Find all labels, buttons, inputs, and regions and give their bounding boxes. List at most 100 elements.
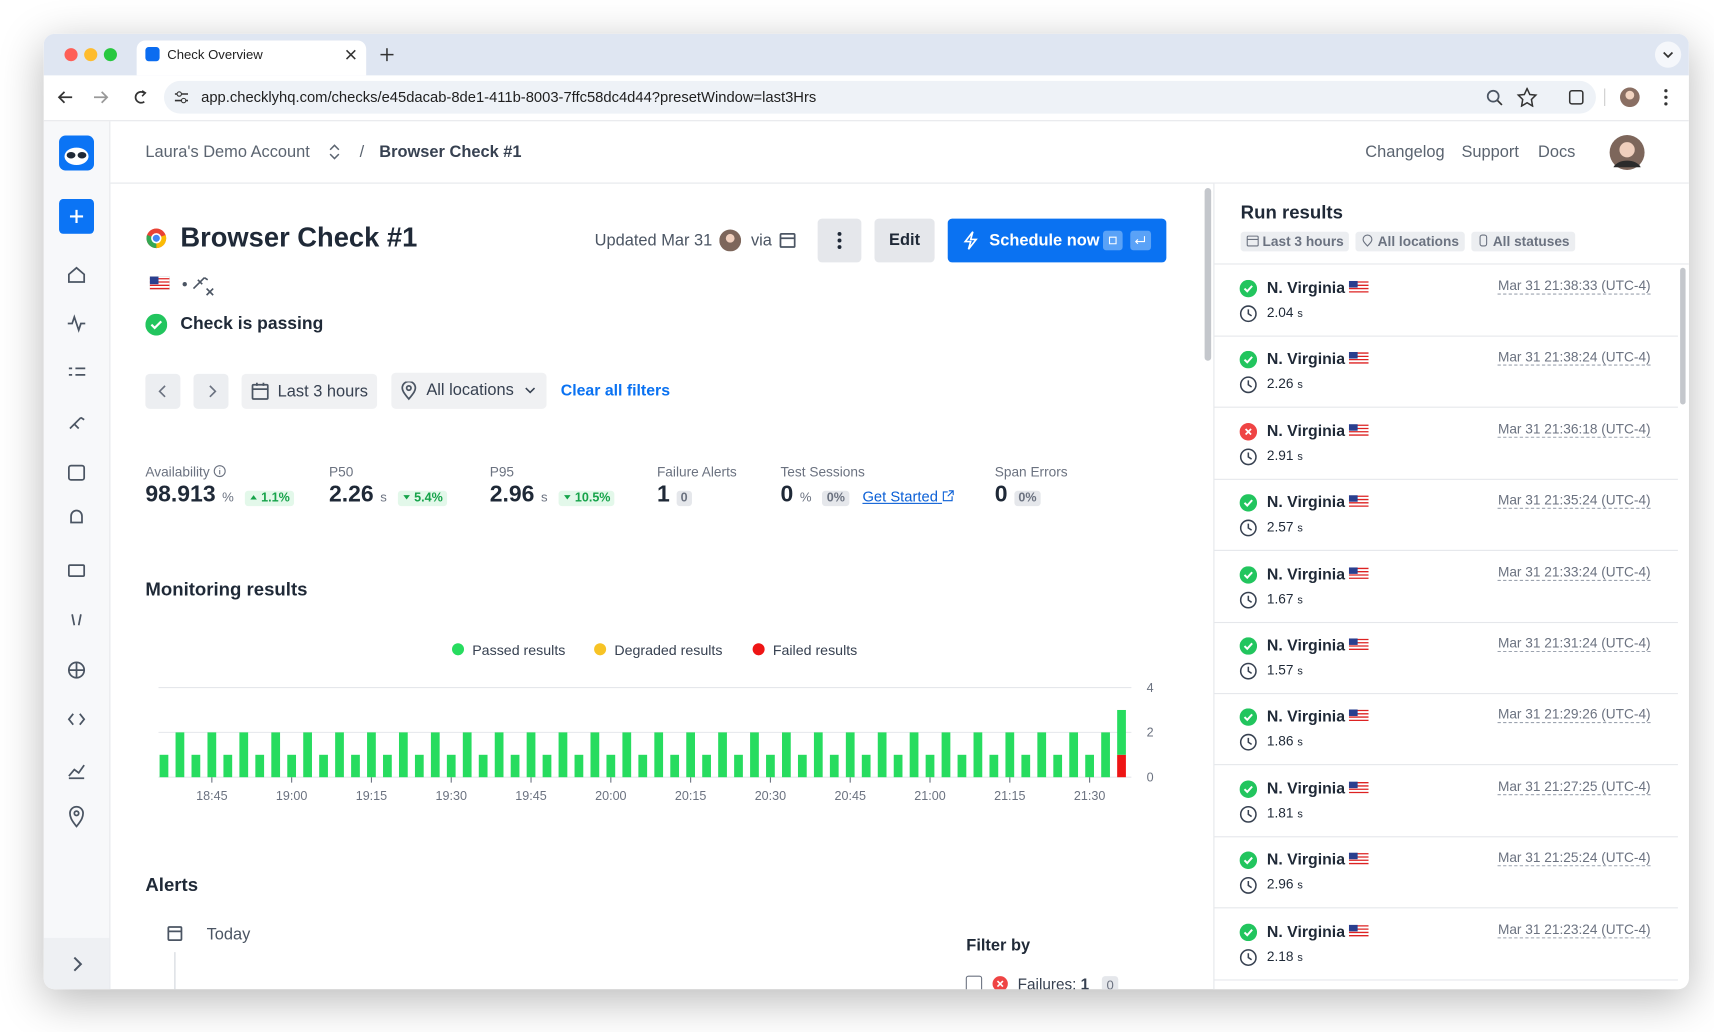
info-icon[interactable] <box>213 465 227 478</box>
locations-row <box>149 276 214 296</box>
run-row[interactable] <box>1214 693 1678 766</box>
run-duration-value: 2.18 <box>1266 948 1294 964</box>
bar <box>1053 754 1063 778</box>
run-duration: 2.18 s <box>1267 948 1303 963</box>
url-bar[interactable] <box>163 80 1596 114</box>
metric-delta: 10.5% <box>558 490 615 507</box>
metric-delta-text: 1.1% <box>261 491 290 506</box>
metric-link-text[interactable]: Get Started <box>862 488 938 506</box>
run-time[interactable]: Mar 31 21:31:24 (UTC-4) <box>1497 635 1651 653</box>
clock-icon <box>1239 519 1257 537</box>
run-time[interactable]: Mar 31 21:35:24 (UTC-4) <box>1497 492 1651 510</box>
run-time[interactable]: Mar 31 21:25:24 (UTC-4) <box>1497 850 1651 867</box>
metric-delta: 1.1% <box>244 490 295 507</box>
tab[interactable] <box>136 40 367 76</box>
shape <box>1239 923 1258 941</box>
run-time[interactable]: Mar 31 21:33:24 (UTC-4) <box>1497 564 1651 581</box>
clear-filters[interactable]: Clear all filters <box>560 382 671 401</box>
breadcrumb-separator: / <box>359 142 365 162</box>
sidebar-icons[interactable] <box>66 262 90 830</box>
run-row[interactable] <box>1214 408 1678 480</box>
shape <box>1239 877 1257 895</box>
metric-delta-text: 5.4% <box>414 491 443 506</box>
status-icon <box>145 313 168 336</box>
locations-filter[interactable] <box>391 372 547 409</box>
bar <box>686 732 695 778</box>
run-time[interactable]: Mar 31 21:23:24 (UTC-4) <box>1497 921 1651 938</box>
prev-button[interactable] <box>145 373 181 409</box>
run-location-text: N. Virginia <box>1266 708 1346 727</box>
run-location-text: N. Virginia <box>1266 422 1346 441</box>
run-time[interactable]: Mar 31 21:27:25 (UTC-4) <box>1497 778 1651 796</box>
schedule-button[interactable] <box>947 218 1167 263</box>
sidebar <box>43 121 111 990</box>
metric-delta-text: 10.5% <box>574 491 611 506</box>
bar <box>175 732 185 778</box>
run-filter-chip[interactable]: All statuses <box>1470 231 1575 252</box>
run-row[interactable] <box>1214 479 1678 552</box>
site-info[interactable] <box>174 90 189 105</box>
run-row[interactable] <box>1214 836 1678 909</box>
run-row[interactable] <box>1214 622 1678 695</box>
panel-scrollbar[interactable] <box>1680 267 1686 405</box>
edit-button[interactable]: Edit <box>874 218 935 263</box>
icon-shape <box>69 209 84 223</box>
nav-link[interactable]: Support <box>1461 142 1519 162</box>
chart-title: Monitoring results <box>145 579 308 601</box>
run-time[interactable]: Mar 31 21:38:24 (UTC-4) <box>1497 349 1651 367</box>
external-icon <box>942 490 954 502</box>
new-tab[interactable] <box>380 48 394 62</box>
account-name[interactable]: Laura's Demo Account <box>145 142 310 162</box>
bar <box>462 732 472 778</box>
nav-link[interactable]: Docs <box>1538 142 1576 162</box>
create-button[interactable] <box>59 198 95 234</box>
user-avatar[interactable] <box>1609 134 1645 170</box>
logo[interactable] <box>59 135 95 171</box>
shape <box>214 465 227 478</box>
bar <box>191 754 201 778</box>
run-time[interactable]: Mar 31 21:29:26 (UTC-4) <box>1497 707 1651 724</box>
shape <box>1239 734 1257 752</box>
failures-filter-icons[interactable] <box>965 975 1009 992</box>
nav-link[interactable]: Changelog <box>1365 142 1445 162</box>
next-button[interactable] <box>193 373 229 409</box>
run-time[interactable]: Mar 31 21:36:18 (UTC-4) <box>1497 421 1651 438</box>
tab-close[interactable] <box>345 49 356 60</box>
run-time[interactable]: Mar 31 21:38:33 (UTC-4) <box>1497 278 1651 295</box>
y-tick-label: 0 <box>1147 771 1154 785</box>
run-row[interactable] <box>1214 765 1678 838</box>
run-row[interactable] <box>1214 336 1678 409</box>
run-filter-chip[interactable]: Last 3 hours <box>1240 231 1350 252</box>
range-filter[interactable] <box>241 373 378 409</box>
toolbar-icons[interactable] <box>1484 87 1681 108</box>
bar <box>877 732 887 778</box>
shape <box>1239 351 1258 369</box>
sidebar-expand[interactable] <box>43 937 110 990</box>
nav-buttons[interactable] <box>57 89 155 106</box>
y-tick-label: 2 <box>1147 726 1154 740</box>
run-row[interactable] <box>1214 265 1678 337</box>
bar <box>510 754 520 778</box>
run-duration-unit: s <box>1297 379 1303 392</box>
icon-shape <box>1349 281 1370 293</box>
run-location: N. Virginia <box>1266 708 1370 727</box>
run-duration-value: 2.04 <box>1266 304 1294 321</box>
run-row[interactable] <box>1214 550 1678 623</box>
main-scrollbar[interactable] <box>1204 188 1212 361</box>
bar <box>941 732 951 778</box>
run-duration: 1.57 s <box>1267 662 1303 677</box>
account-switch[interactable] <box>328 143 341 160</box>
icon-shape <box>150 320 163 330</box>
icon-shape <box>1134 236 1146 245</box>
bar <box>383 754 392 778</box>
metric-link[interactable]: Get Started <box>862 489 954 505</box>
run-row[interactable] <box>1214 908 1678 981</box>
check-title: Browser Check #1 <box>180 222 418 254</box>
run-filter-chip[interactable]: All locations <box>1355 231 1465 252</box>
run-location: N. Virginia <box>1267 494 1370 512</box>
bar <box>398 732 408 778</box>
tab-menu[interactable] <box>1654 41 1682 68</box>
shortcut-keys <box>1102 230 1152 251</box>
icon-shape <box>94 91 109 104</box>
